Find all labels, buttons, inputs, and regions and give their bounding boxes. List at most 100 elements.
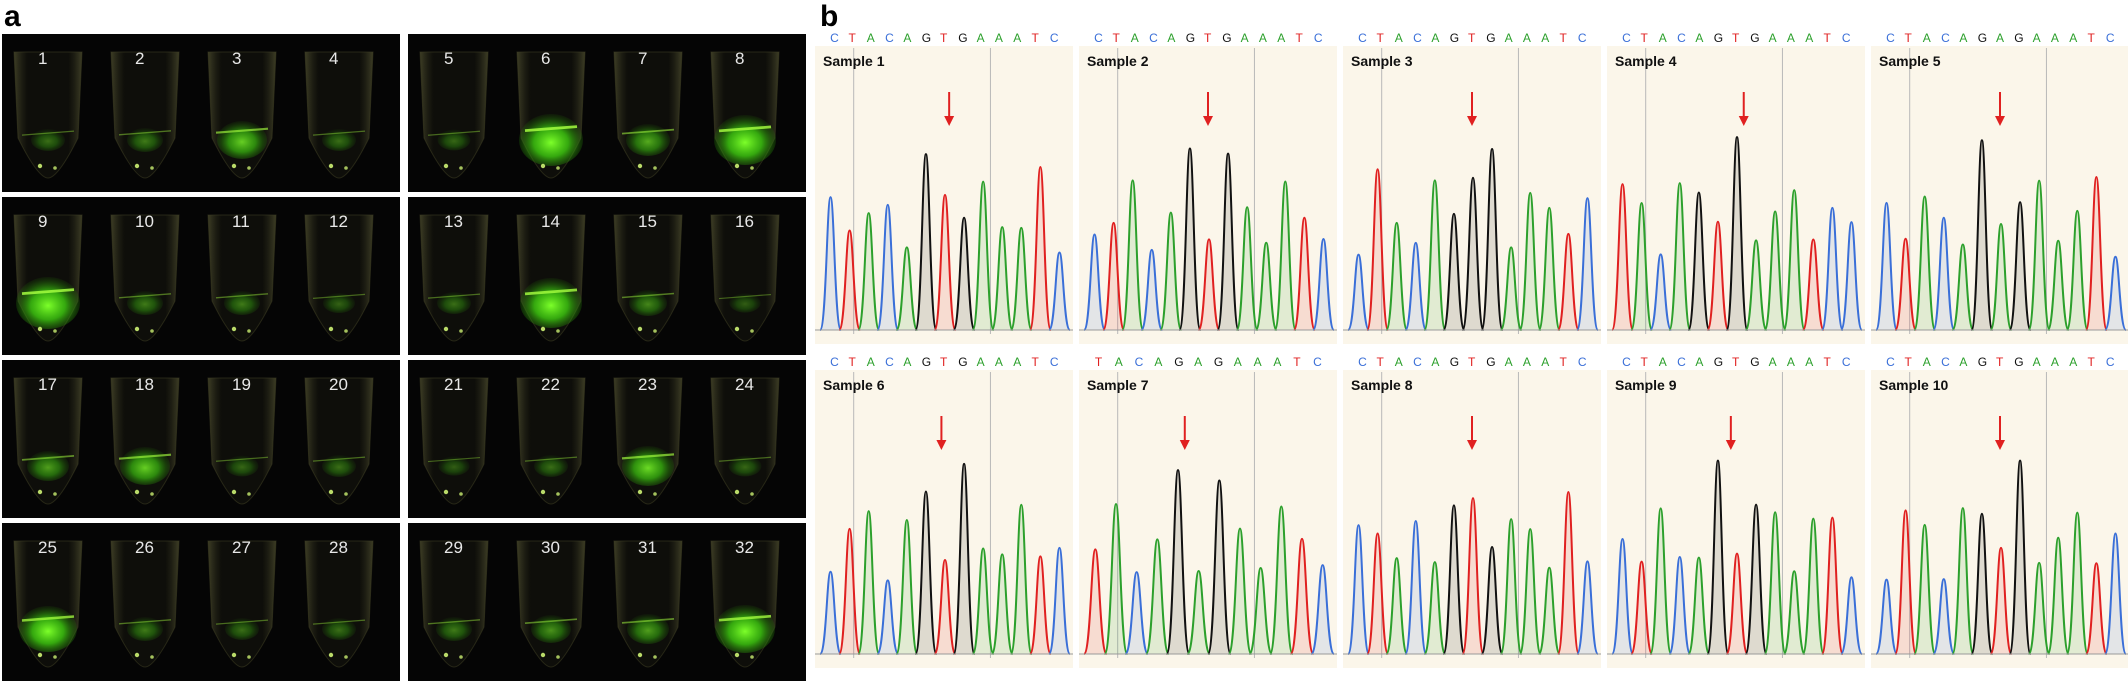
tube: 13: [419, 212, 489, 342]
base-call-letter: G: [1486, 32, 1495, 45]
base-call-letter: G: [1978, 32, 1987, 45]
base-call-letter: A: [1259, 32, 1267, 45]
tube-tip-highlight: [540, 163, 546, 169]
tube: 32: [710, 538, 780, 668]
chromatogram-peak: [1206, 479, 1232, 655]
base-call-letter: T: [1732, 32, 1740, 45]
tube-number-label: 17: [38, 375, 57, 394]
chromatogram-peak: [1894, 509, 1918, 655]
fluorescence-glow: [520, 278, 582, 328]
fluorescence-glow: [436, 617, 472, 641]
chromatogram-peak: [1649, 253, 1673, 331]
sample-label: Sample 1: [823, 53, 885, 69]
chromatogram-peak: [2046, 536, 2070, 655]
base-call-letter: T: [1560, 32, 1568, 45]
chromatogram-peak: [1140, 248, 1164, 331]
meniscus-line: [215, 293, 269, 299]
tube: 6: [516, 49, 586, 179]
tube-number-label: 8: [735, 49, 744, 68]
base-call-letter: T: [1640, 355, 1648, 369]
chromatogram-peak: [1254, 241, 1278, 331]
tube-tip-highlight: [134, 652, 140, 658]
tube-tip-highlight: [37, 326, 43, 332]
meniscus-line: [118, 293, 172, 299]
fluorescence-glow: [127, 617, 163, 641]
chromatogram-peak: [1121, 179, 1145, 331]
chromatogram-peak: [1311, 237, 1335, 331]
base-call-letter: G: [1978, 355, 1987, 369]
base-call-letter: T: [1095, 355, 1103, 369]
tube-number-label: 14: [541, 212, 560, 231]
chromatogram-peak: [1611, 537, 1635, 655]
chromatogram-peak: [1499, 246, 1523, 331]
tube-tip-highlight: [150, 492, 154, 496]
mutation-arrowhead: [1467, 440, 1477, 450]
chromatogram-peak: [1310, 564, 1336, 655]
base-call-letter: A: [1959, 32, 1967, 45]
base-call-letter: A: [1167, 32, 1175, 45]
base-call-letter: A: [2033, 355, 2041, 369]
fluorescence-glow: [217, 121, 267, 159]
tube-tip-highlight: [344, 492, 348, 496]
fluorescence-glow: [120, 447, 170, 485]
tube: 4: [304, 49, 374, 179]
chromatogram-peak: [1706, 459, 1730, 655]
base-call-letter: A: [995, 32, 1003, 45]
fluorescence-glow: [714, 115, 776, 165]
tube-tip-highlight: [540, 652, 546, 658]
tube-tip-highlight: [540, 489, 546, 495]
chromatogram-peak: [1630, 560, 1654, 655]
sample-label: Sample 8: [1351, 377, 1413, 393]
base-call-letter: G: [922, 355, 931, 369]
sample-label: Sample 9: [1615, 377, 1677, 393]
base-call-letter: T: [1112, 32, 1120, 45]
fluorescence-glow: [437, 292, 471, 314]
chromatogram-peak: [1782, 570, 1806, 655]
tube-body: [304, 540, 374, 668]
base-call-letter: T: [2088, 355, 2096, 369]
chromatogram-peak: [2008, 201, 2032, 331]
tube-tip-highlight: [53, 655, 57, 659]
base-call-letter: T: [1904, 355, 1912, 369]
base-call-letter: A: [1769, 32, 1777, 45]
base-call-letter: T: [2088, 32, 2096, 45]
chromatogram-peak: [876, 579, 900, 655]
meniscus-line: [524, 288, 578, 296]
tube-tip-highlight: [653, 329, 657, 333]
chromatogram-peak: [1216, 152, 1240, 331]
tube-tip-highlight: [556, 655, 560, 659]
chromatogram-peak: [990, 553, 1014, 655]
base-call-letter: C: [1135, 355, 1144, 369]
mutation-arrowhead: [944, 116, 955, 126]
base-call-letter: T: [1204, 32, 1212, 45]
chromatogram-peak: [1102, 221, 1126, 331]
chromatogram-peak: [1347, 253, 1371, 331]
base-call-letter: A: [1769, 355, 1777, 369]
base-call-letter: C: [1358, 355, 1367, 369]
base-call-letter: T: [1468, 32, 1476, 45]
tube-tip-highlight: [231, 163, 237, 169]
base-call-letter: C: [1050, 32, 1059, 45]
chromatogram-peak: [2103, 255, 2127, 331]
fluorescence-glow: [27, 451, 69, 481]
base-call-letter: C: [1050, 355, 1059, 369]
tube-tip-highlight: [459, 166, 463, 170]
chromatogram-peak: [1744, 239, 1768, 331]
base-call-letter: A: [1505, 355, 1513, 369]
meniscus-line: [621, 618, 675, 624]
sample-label: Sample 4: [1615, 53, 1677, 69]
fluorescence-glow: [19, 606, 77, 652]
tube-tip-highlight: [134, 489, 140, 495]
base-call-letter: C: [1358, 32, 1367, 45]
chromatogram-peak: [1706, 220, 1730, 331]
tube-number-label: 6: [541, 49, 550, 68]
base-call-letter: G: [1750, 32, 1759, 45]
tube-tip-highlight: [344, 655, 348, 659]
tube-tip-highlight: [459, 329, 463, 333]
meniscus-line: [718, 125, 772, 133]
base-call-letter: C: [1677, 355, 1686, 369]
chromatogram-peak: [1989, 546, 2013, 655]
tube-tip-highlight: [37, 489, 43, 495]
